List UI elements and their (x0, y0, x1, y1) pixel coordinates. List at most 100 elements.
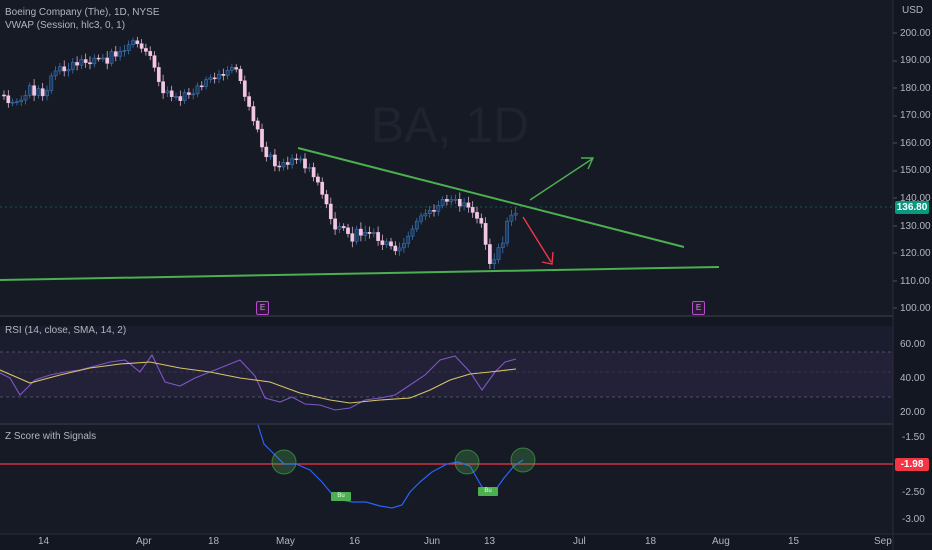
candle-body (298, 158, 303, 161)
candle-body (204, 79, 208, 87)
price-tick: 190.00 (900, 55, 931, 66)
candle-body (389, 241, 393, 247)
candle-body (260, 128, 264, 148)
candle-body (316, 176, 320, 183)
candle-body (83, 59, 88, 63)
candle-body (187, 92, 191, 95)
price-tick: 110.00 (900, 276, 930, 287)
candle-body (273, 154, 277, 167)
candle-body (165, 90, 170, 94)
time-tick: Jun (424, 536, 441, 547)
zscore-tick: -1.50 (902, 432, 925, 443)
candle-body (294, 158, 299, 161)
candle-body (2, 94, 6, 97)
signal-circle[interactable] (271, 449, 297, 475)
candle-body (410, 228, 415, 237)
candle-body (49, 75, 54, 91)
candle-body (500, 242, 505, 248)
candle-body (217, 74, 221, 80)
candle-body (483, 223, 488, 245)
candle-body (359, 228, 363, 236)
candle-body (341, 226, 346, 229)
signal-circle[interactable] (454, 449, 480, 475)
breakdown-arrow-head (541, 251, 554, 265)
time-tick: Sep (874, 536, 892, 547)
candle-body (414, 220, 419, 230)
candle-body (139, 43, 144, 49)
candle-body (131, 40, 135, 45)
zscore-value-badge[interactable]: -1.98 (895, 458, 929, 471)
candle-body (290, 158, 294, 165)
candle-body (268, 154, 273, 158)
candle-body (109, 51, 114, 64)
candle-body (53, 70, 58, 77)
time-tick: 14 (38, 536, 50, 547)
candle-body (178, 96, 183, 101)
time-tick: 18 (208, 536, 220, 547)
candle-body (156, 67, 161, 82)
candle-body (380, 240, 385, 245)
breakdown-arrow[interactable] (522, 216, 552, 263)
support-trendline[interactable] (0, 266, 720, 281)
price-tick: 170.00 (900, 110, 931, 121)
time-tick: 15 (788, 536, 800, 547)
candle-body (475, 212, 479, 219)
candle-body (40, 88, 45, 97)
candle-body (148, 51, 153, 56)
rsi-tick: 40.00 (900, 373, 926, 384)
candle-body (303, 158, 307, 169)
candle-body (397, 247, 402, 252)
candle-body (174, 96, 178, 98)
candle-body (350, 233, 355, 242)
chart-legend-title[interactable]: Boeing Company (The), 1D, NYSE (5, 7, 160, 18)
time-tick: Jul (573, 536, 586, 547)
zscore-legend[interactable]: Z Score with Signals (5, 431, 97, 442)
candle-body (440, 199, 445, 206)
candle-body (118, 51, 122, 57)
rsi-tick: 20.00 (900, 407, 926, 418)
last-price-badge[interactable]: 136.80 (895, 201, 929, 214)
earnings-marker[interactable]: E (256, 301, 269, 315)
vwap-legend[interactable]: VWAP (Session, hlc3, 0, 1) (5, 20, 126, 31)
descending-trendline[interactable] (297, 147, 685, 248)
candle-body (208, 77, 213, 80)
price-tick: 130.00 (900, 221, 931, 232)
candle-body (376, 232, 380, 241)
candle-body (70, 62, 75, 70)
candle-body (479, 218, 484, 224)
candle-body (436, 205, 441, 212)
price-pane (0, 0, 893, 316)
candle-body (457, 199, 462, 207)
price-tick: 150.00 (900, 165, 931, 176)
candle-body (199, 85, 204, 88)
candle-body (371, 232, 376, 234)
candle-body (135, 40, 140, 44)
candle-body (101, 57, 105, 60)
candle-body (88, 62, 92, 65)
candle-body (58, 66, 62, 72)
candle-body (75, 62, 79, 66)
candle-body (384, 241, 389, 245)
price-tick: 180.00 (900, 83, 931, 94)
buy-signal-label[interactable]: Bu (331, 492, 351, 501)
breakout-arrow[interactable] (529, 158, 593, 201)
buy-signal-label[interactable]: Bu (478, 487, 498, 496)
candle-body (462, 202, 466, 207)
earnings-marker[interactable]: E (692, 301, 705, 315)
rsi-ma-line (0, 361, 517, 404)
rsi-legend[interactable]: RSI (14, close, SMA, 14, 2) (5, 325, 127, 336)
candle-body (333, 218, 337, 230)
watermark: BA, 1D (371, 97, 529, 153)
candle-body (10, 101, 15, 104)
candle-body (402, 243, 406, 249)
candle-body (105, 57, 110, 64)
candle-body (307, 167, 312, 169)
candle-body (346, 227, 350, 234)
candle-body (126, 44, 131, 51)
candle-body (320, 181, 325, 195)
time-tick: Apr (136, 536, 152, 547)
candle-body (96, 57, 101, 60)
signal-circle[interactable] (510, 447, 536, 473)
candle-body (247, 96, 251, 107)
